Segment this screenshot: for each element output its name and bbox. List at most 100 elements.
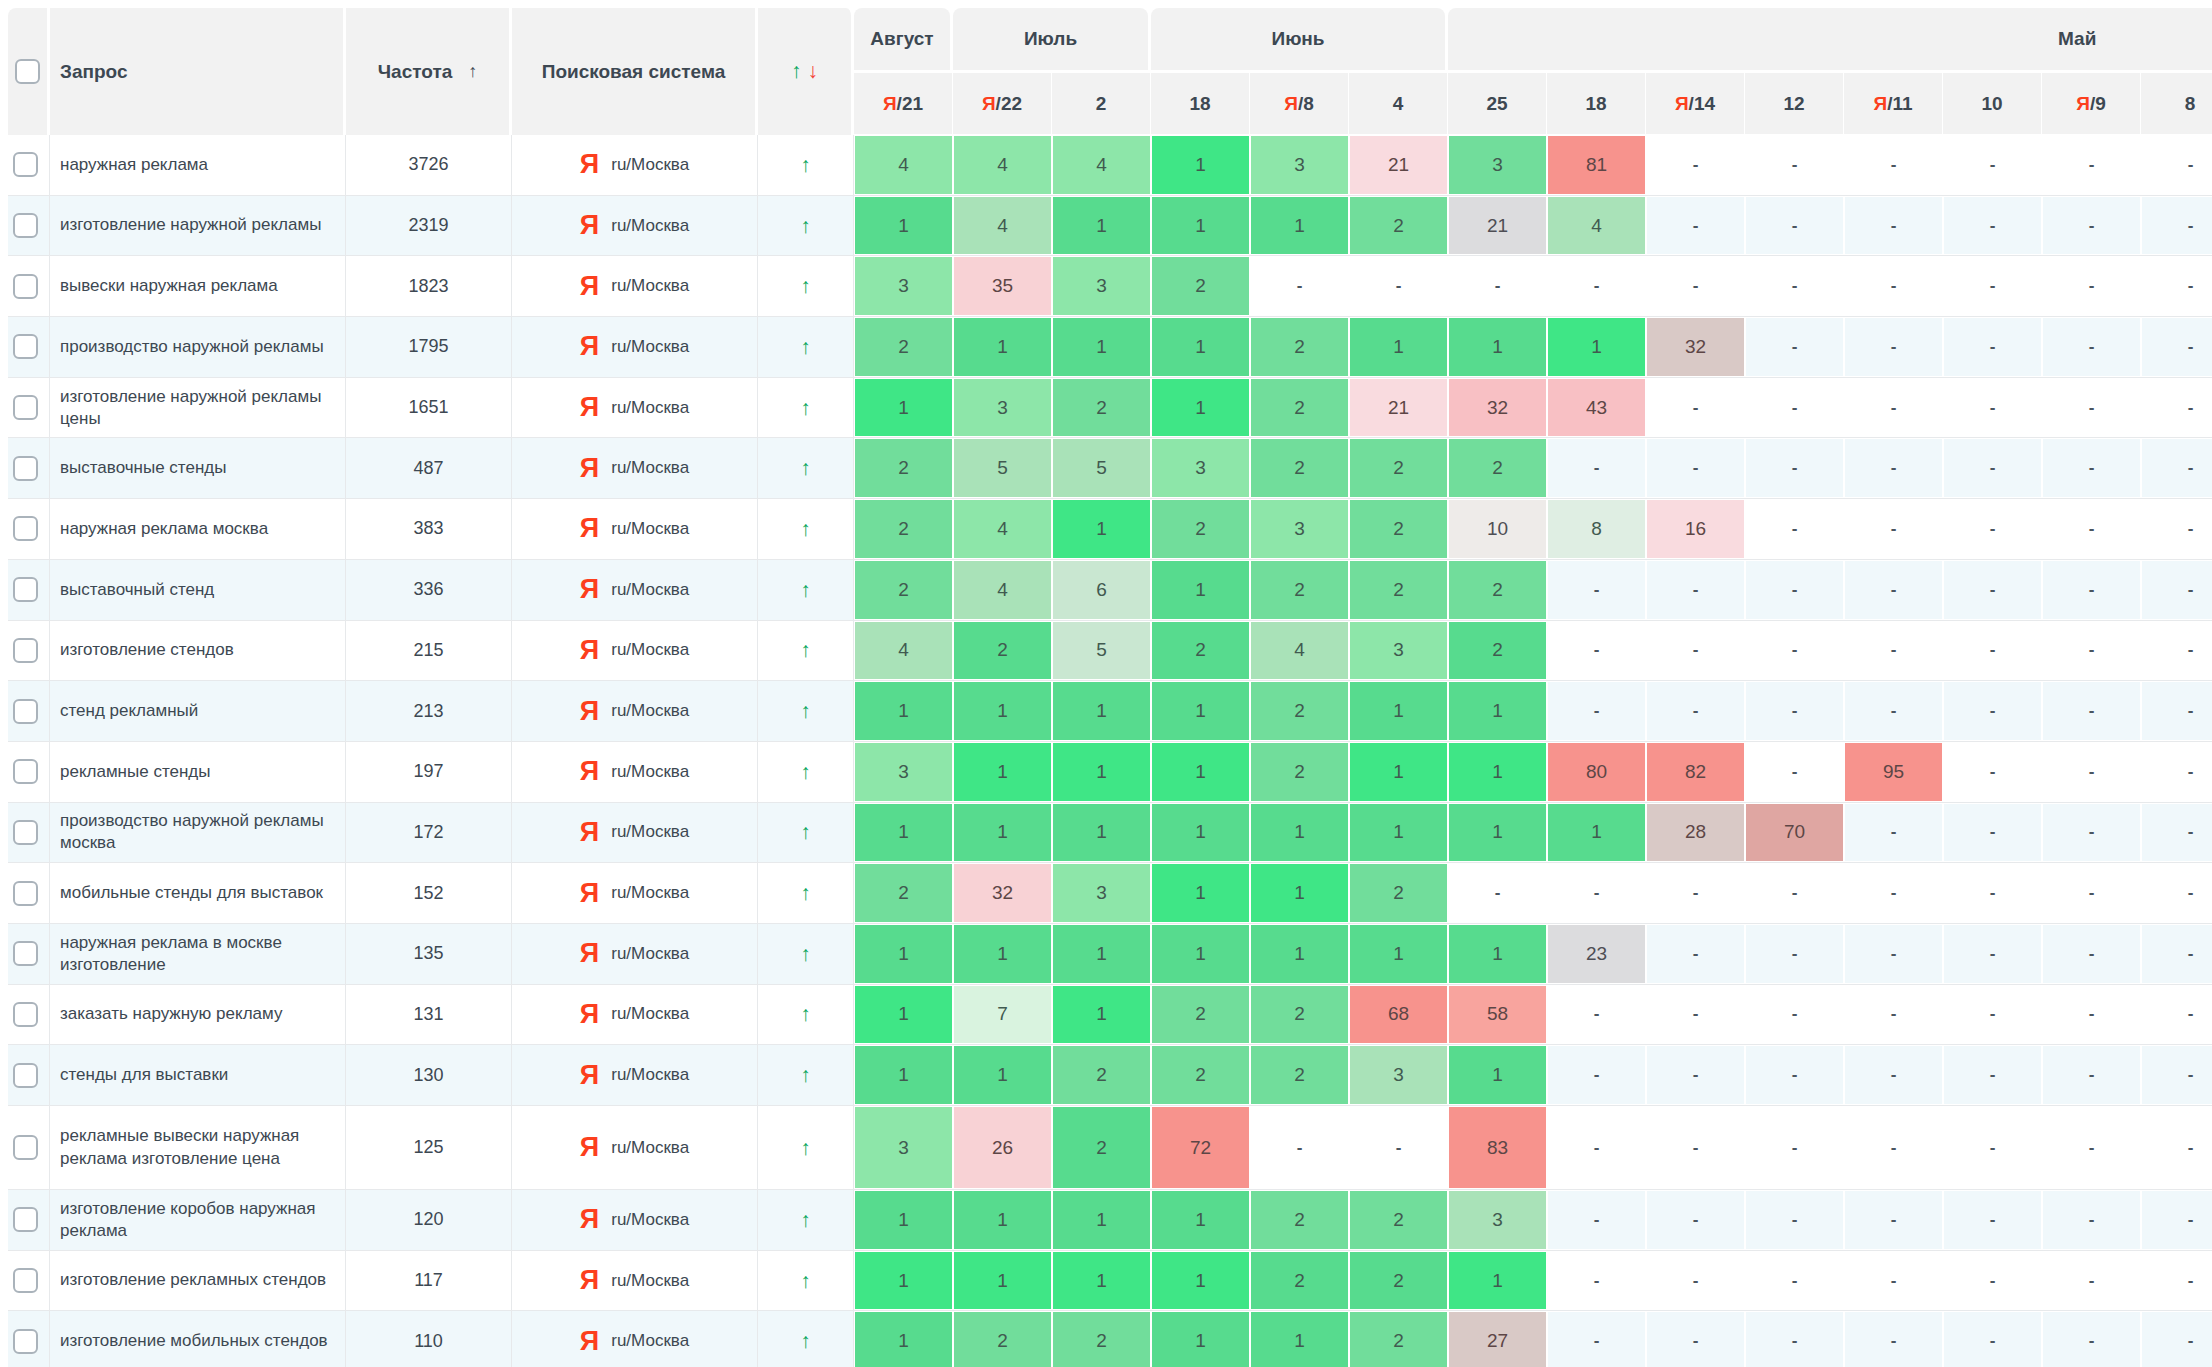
query-cell[interactable]: изготовление коробов наружная реклама [50, 1190, 346, 1250]
date-column-header[interactable]: Я/22 [953, 72, 1052, 135]
position-up-icon: ↑ [800, 942, 811, 966]
column-header-frequency[interactable]: Частота ↑ [346, 8, 512, 135]
row-checkbox[interactable] [13, 152, 38, 177]
query-cell[interactable]: производство наружной рекламы [50, 317, 346, 377]
row-checkbox-cell [8, 1190, 50, 1250]
column-header-query[interactable]: Запрос [50, 8, 346, 135]
row-checkbox[interactable] [13, 1063, 38, 1088]
row-checkbox[interactable] [13, 1268, 38, 1293]
position-cell-empty: - [1646, 1190, 1745, 1250]
search-engine-cell: Яru/Москва [512, 742, 758, 802]
position-cell-empty: - [1943, 924, 2042, 984]
search-engine-region-label: ru/Москва [611, 883, 689, 903]
position-cell: 3 [1349, 1045, 1448, 1105]
row-checkbox[interactable] [13, 456, 38, 481]
position-up-icon: ↑ [800, 820, 811, 844]
query-cell[interactable]: выставочный стенд [50, 560, 346, 620]
position-cell-empty: - [1547, 985, 1646, 1045]
position-up-icon: ↑ [800, 517, 811, 541]
row-checkbox[interactable] [13, 213, 38, 238]
row-checkbox[interactable] [13, 1207, 38, 1232]
column-header-search-engine[interactable]: Поисковая система [512, 8, 758, 135]
position-cell: 3 [1250, 499, 1349, 559]
dynamics-cell: ↑ [758, 742, 854, 802]
row-checkbox[interactable] [13, 1002, 38, 1027]
date-column-header[interactable]: Я/11 [1844, 72, 1943, 135]
query-cell[interactable]: выставочные стенды [50, 438, 346, 498]
dynamics-cell: ↑ [758, 1190, 854, 1250]
query-cell[interactable]: стенды для выставки [50, 1045, 346, 1105]
search-engine-region-label: ru/Москва [611, 276, 689, 296]
date-column-header[interactable]: 12 [1745, 72, 1844, 135]
query-cell[interactable]: заказать наружную рекламу [50, 985, 346, 1045]
date-column-header[interactable]: 8 [2141, 72, 2212, 135]
row-checkbox[interactable] [13, 577, 38, 602]
row-checkbox[interactable] [13, 941, 38, 966]
row-checkbox[interactable] [13, 820, 38, 845]
row-checkbox[interactable] [13, 274, 38, 299]
date-column-header[interactable]: 4 [1349, 72, 1448, 135]
position-cell-empty: - [1547, 1106, 1646, 1189]
row-checkbox[interactable] [13, 334, 38, 359]
query-cell[interactable]: рекламные стенды [50, 742, 346, 802]
query-cell[interactable]: изготовление наружной рекламы [50, 196, 346, 256]
date-column-header[interactable]: 2 [1052, 72, 1151, 135]
yandex-update-icon: Я [883, 93, 897, 115]
select-all-checkbox[interactable] [15, 59, 40, 84]
row-checkbox[interactable] [13, 1135, 38, 1160]
table-row: наружная реклама в москве изготовление13… [8, 924, 2212, 985]
row-checkbox[interactable] [13, 699, 38, 724]
position-cell-empty: - [1646, 863, 1745, 923]
frequency-cell: 130 [346, 1045, 512, 1105]
position-cell: 1 [1052, 317, 1151, 377]
search-engine-region-label: ru/Москва [611, 398, 689, 418]
row-checkbox[interactable] [13, 395, 38, 420]
query-cell[interactable]: изготовление рекламных стендов [50, 1251, 346, 1311]
date-column-header[interactable]: Я/8 [1250, 72, 1349, 135]
date-column-header[interactable]: 18 [1151, 72, 1250, 135]
position-cell: 2 [1250, 681, 1349, 741]
table-row: изготовление наружной рекламы2319Яru/Мос… [8, 196, 2212, 257]
position-cell: 2 [1052, 378, 1151, 438]
row-checkbox[interactable] [13, 759, 38, 784]
date-column-header[interactable]: 18 [1547, 72, 1646, 135]
position-cell: 2 [1349, 560, 1448, 620]
query-cell[interactable]: изготовление наружной рекламы цены [50, 378, 346, 438]
date-column-header[interactable]: Я/21 [854, 72, 953, 135]
date-column-header[interactable]: 25 [1448, 72, 1547, 135]
position-cell-empty: - [2141, 378, 2212, 438]
row-checkbox[interactable] [13, 881, 38, 906]
date-column-header[interactable]: Я/14 [1646, 72, 1745, 135]
yandex-icon: Я [580, 513, 599, 544]
position-cell-empty: - [2042, 317, 2141, 377]
date-column-header[interactable]: 10 [1943, 72, 2042, 135]
table-header: Запрос Частота ↑ Поисковая система ↑ ↓ А… [8, 0, 2212, 135]
query-cell[interactable]: производство наружной рекламы москва [50, 803, 346, 863]
date-column-header[interactable]: Я/9 [2042, 72, 2141, 135]
position-cell: 3 [854, 1106, 953, 1189]
query-cell[interactable]: стенд рекламный [50, 681, 346, 741]
yandex-update-icon: Я [1675, 93, 1689, 115]
row-checkbox[interactable] [13, 516, 38, 541]
row-checkbox[interactable] [13, 638, 38, 663]
date-row: Я/21Я/22218Я/842518Я/1412Я/1110Я/98 [854, 72, 2212, 135]
query-cell[interactable]: вывески наружная реклама [50, 256, 346, 316]
query-cell[interactable]: рекламные вывески наружная реклама изгот… [50, 1106, 346, 1189]
query-cell[interactable]: наружная реклама москва [50, 499, 346, 559]
query-cell[interactable]: изготовление мобильных стендов [50, 1311, 346, 1367]
search-engine-cell: Яru/Москва [512, 803, 758, 863]
query-cell[interactable]: наружная реклама [50, 135, 346, 195]
frequency-cell: 336 [346, 560, 512, 620]
yandex-icon: Я [580, 392, 599, 423]
position-cell: 1 [1547, 803, 1646, 863]
position-cell: 1 [1052, 803, 1151, 863]
position-cell: 2 [1052, 1106, 1151, 1189]
query-cell[interactable]: наружная реклама в москве изготовление [50, 924, 346, 984]
query-cell[interactable]: изготовление стендов [50, 621, 346, 681]
position-cell: 3 [854, 742, 953, 802]
query-cell[interactable]: мобильные стенды для выставок [50, 863, 346, 923]
position-cell: 2 [1250, 438, 1349, 498]
month-group-header: Май [1448, 8, 2212, 70]
column-header-dynamics[interactable]: ↑ ↓ [758, 8, 854, 135]
row-checkbox[interactable] [13, 1329, 38, 1354]
